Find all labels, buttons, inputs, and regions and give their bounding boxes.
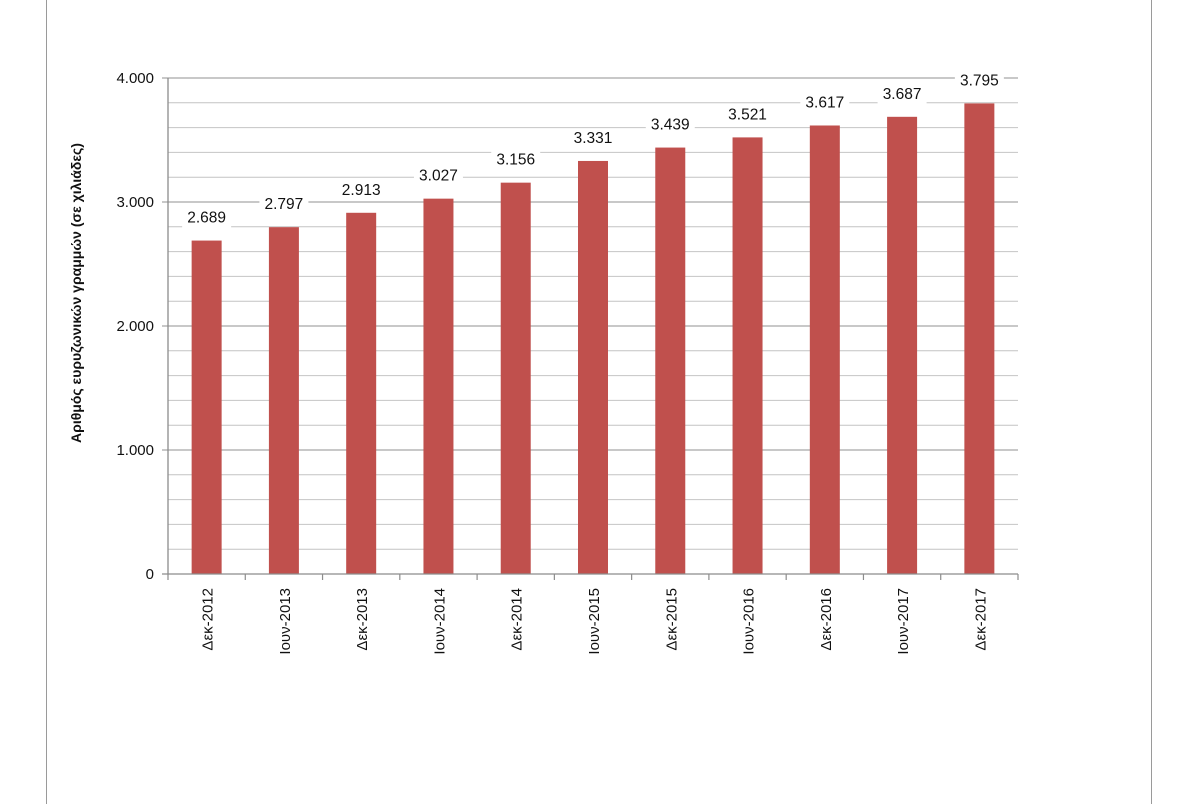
x-tick-label: Δεκ-2013	[354, 588, 371, 651]
data-label: 3.331	[574, 130, 613, 147]
data-labels: 2.689 2.797 2.913 3.027 3.156 3.331 3.439 3.521…	[182, 71, 1004, 228]
bar	[732, 137, 763, 574]
data-label-background	[645, 115, 695, 135]
data-label-background	[800, 93, 850, 113]
bar	[191, 240, 222, 574]
y-tick-label: 0	[146, 566, 154, 583]
data-label-background	[259, 195, 309, 215]
x-tick-label: Ιουν-2013	[277, 588, 294, 655]
data-label: 3.687	[883, 86, 922, 103]
x-tick-label: Δεκ-2015	[663, 588, 680, 651]
data-label: 3.156	[496, 152, 535, 169]
y-axis-title: Αριθμός ευρυζωνικών γραμμών (σε χιλιάδες…	[68, 143, 84, 443]
bar	[655, 147, 686, 574]
y-tick-label: 1.000	[116, 442, 154, 459]
y-tick-label: 4.000	[116, 70, 154, 87]
bar	[423, 198, 454, 575]
bar	[268, 227, 299, 574]
data-label-background	[568, 128, 618, 148]
data-label-background	[491, 150, 541, 170]
data-label-background	[413, 166, 463, 186]
x-tick-label: Ιουν-2015	[586, 588, 603, 655]
x-tick-label: Δεκ-2014	[509, 588, 526, 651]
data-label: 3.027	[419, 168, 458, 185]
x-tick-label: Δεκ-2016	[818, 588, 835, 651]
x-tick-label: Ιουν-2014	[431, 588, 448, 655]
data-label-background	[723, 105, 773, 125]
bar	[809, 125, 840, 574]
data-label: 3.617	[805, 94, 844, 111]
data-label-background	[182, 208, 232, 228]
x-tick-label: Ιουν-2017	[895, 588, 912, 655]
data-label: 2.797	[265, 196, 304, 213]
data-label: 2.689	[187, 210, 226, 227]
data-label-background	[336, 180, 386, 200]
bar	[500, 182, 531, 574]
x-tick-label: Ιουν-2016	[741, 588, 758, 655]
y-tick-label: 3.000	[116, 194, 154, 211]
data-label: 2.913	[342, 182, 381, 199]
bars	[191, 103, 995, 575]
data-label: 3.795	[960, 72, 999, 89]
x-tick-label: Δεκ-2017	[972, 588, 989, 651]
bar	[346, 212, 377, 574]
data-label: 3.439	[651, 117, 690, 134]
bar	[578, 160, 608, 574]
data-label-background	[877, 84, 927, 104]
bar	[887, 116, 918, 574]
x-tick-label: Δεκ-2012	[200, 588, 217, 651]
data-label-background	[954, 71, 1004, 91]
axes: 0 1.000 2.000 3.000 4.000 Δεκ-2012 Ιουν-2013 Δε…	[116, 70, 1019, 655]
data-label: 3.521	[728, 106, 767, 123]
y-tick-label: 2.000	[116, 318, 154, 335]
bar	[964, 103, 995, 575]
